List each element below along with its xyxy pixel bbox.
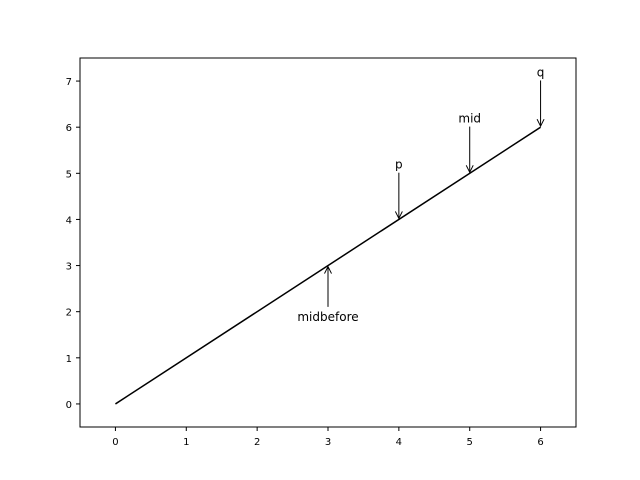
y-tick-label-4: 4 xyxy=(66,215,72,226)
y-tick-label-3: 3 xyxy=(66,262,72,273)
annotation-arrow-head-2 xyxy=(465,165,474,174)
y-tick-label-0: 0 xyxy=(66,400,72,411)
x-tick-label-3: 3 xyxy=(325,437,331,448)
y-tick-label-7: 7 xyxy=(66,77,72,88)
annotation-arrow-head-3 xyxy=(536,118,545,128)
x-tick-label-1: 1 xyxy=(183,437,189,448)
x-tick-label-4: 4 xyxy=(396,437,402,448)
y-tick-label-1: 1 xyxy=(66,354,72,365)
y-tick-label-6: 6 xyxy=(66,123,72,134)
annotation-label-1: p xyxy=(395,158,403,172)
x-tick-label-6: 6 xyxy=(537,437,543,448)
x-tick-label-5: 5 xyxy=(467,437,473,448)
annotation-0: midbefore xyxy=(297,265,359,324)
annotation-2: mid xyxy=(458,112,481,174)
annotation-label-0: midbefore xyxy=(297,310,358,324)
y-tick-label-5: 5 xyxy=(66,169,72,180)
annotation-3: q xyxy=(536,65,545,128)
x-tick-label-0: 0 xyxy=(112,437,118,448)
annotation-label-2: mid xyxy=(458,112,481,126)
annotation-1: p xyxy=(394,158,403,220)
y-tick-label-2: 2 xyxy=(66,308,72,319)
annotation-arrow-head-0 xyxy=(324,265,332,274)
x-tick-label-2: 2 xyxy=(254,437,260,448)
plot-area: 0 1 2 3 4 5 6 0 1 2 3 4 5 6 7 midbefore p mid q xyxy=(66,57,577,448)
annotation-arrow-head-1 xyxy=(394,211,403,220)
annotation-label-3: q xyxy=(537,65,545,79)
